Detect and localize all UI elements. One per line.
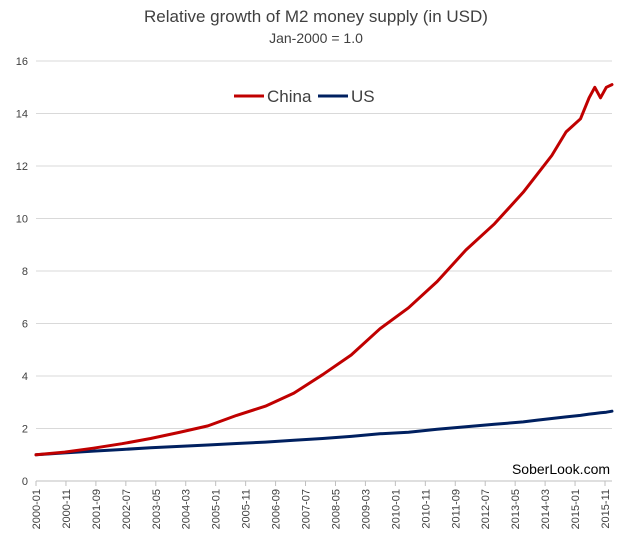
legend-label-china: China: [267, 87, 312, 106]
x-tick-label: 2015-11: [600, 489, 612, 529]
y-tick-label: 2: [22, 424, 28, 436]
x-tick-label: 2012-07: [480, 489, 492, 529]
x-tick-label: 2010-11: [420, 489, 432, 529]
x-tick-label: 2005-11: [241, 489, 253, 529]
chart-subtitle: Jan-2000 = 1.0: [269, 30, 363, 46]
watermark-text: SoberLook.com: [512, 461, 610, 477]
x-tick-label: 2014-03: [540, 489, 552, 529]
y-tick-label: 4: [22, 371, 28, 383]
x-tick-label: 2005-01: [211, 489, 223, 529]
y-tick-label: 12: [16, 161, 28, 173]
legend: China US: [234, 87, 375, 106]
x-tick-label: 2000-01: [31, 489, 43, 529]
x-tick-label: 2008-05: [330, 489, 342, 529]
x-tick-label: 2007-07: [301, 489, 313, 529]
gridlines: [36, 60, 612, 482]
x-tick-label: 2002-07: [121, 489, 133, 529]
x-tick-label: 2010-01: [390, 489, 402, 529]
x-tick-label: 2004-03: [181, 489, 193, 529]
y-tick-label: 16: [16, 56, 28, 68]
y-tick-label: 6: [22, 319, 28, 331]
x-tick-label: 2006-09: [271, 489, 283, 529]
legend-label-us: US: [351, 87, 375, 106]
x-tick-label: 2011-09: [450, 489, 462, 529]
y-tick-label: 8: [22, 266, 28, 278]
x-tick-label: 2013-05: [510, 489, 522, 529]
x-tick-label: 2009-03: [360, 489, 372, 529]
x-tick-label: 2001-09: [91, 489, 103, 529]
y-tick-label: 10: [16, 214, 28, 226]
y-axis-ticks: 0 2 4 6 8 10 12 14 16: [16, 56, 28, 488]
x-tick-label: 2003-05: [151, 489, 163, 529]
chart-title: Relative growth of M2 money supply (in U…: [144, 7, 488, 26]
x-tick-label: 2000-11: [61, 489, 73, 529]
series-lines: [34, 83, 614, 457]
series-line-china: [34, 83, 614, 457]
series-line-us: [34, 409, 614, 457]
y-tick-label: 0: [22, 476, 28, 488]
x-tick-label: 2015-01: [570, 489, 582, 529]
y-tick-label: 14: [16, 109, 28, 121]
x-axis: 2000-01 2000-11 2001-09 2002-07 2003-05 2004-…: [31, 481, 612, 529]
